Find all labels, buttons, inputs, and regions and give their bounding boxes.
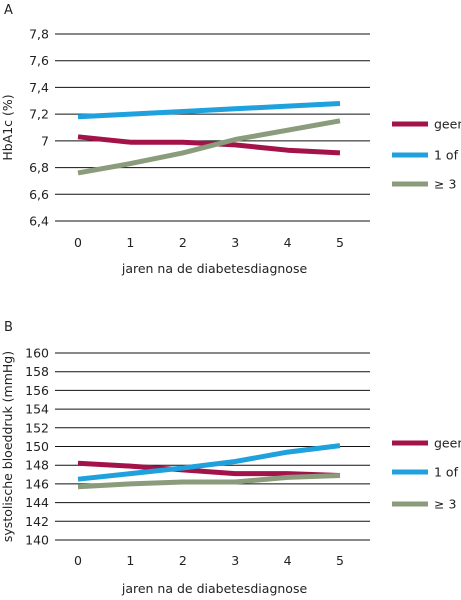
x-tick-label: 3 <box>231 235 239 250</box>
y-tick-label: 6,4 <box>29 214 49 229</box>
y-axis-label: systolische bloeddruk (mmHg) <box>0 351 15 542</box>
panel-label: A <box>4 3 13 18</box>
legend-label: 1 of 2 <box>434 148 461 163</box>
series-line-2 <box>77 101 341 120</box>
y-tick-label: 7,8 <box>29 27 49 42</box>
x-axis-label: jaren na de diabetesdiagnose <box>121 581 308 596</box>
series-line-2 <box>77 443 341 482</box>
y-tick-label: 156 <box>25 383 49 398</box>
x-tick-label: 0 <box>74 553 82 568</box>
series-line-3 <box>77 118 341 176</box>
y-axis-label: HbA1c (%) <box>0 94 15 160</box>
y-tick-label: 140 <box>25 533 49 548</box>
legend-label: geen <box>434 117 461 132</box>
y-tick-label: 142 <box>25 514 49 529</box>
y-tick-label: 146 <box>25 476 49 491</box>
y-tick-label: 7 <box>41 133 49 148</box>
y-tick-label: 154 <box>25 402 49 417</box>
series-line-1 <box>77 134 341 156</box>
series-line-1 <box>77 460 341 478</box>
y-tick-label: 160 <box>25 346 49 361</box>
series-line-3 <box>77 473 341 490</box>
legend-label: ≥ 3 <box>434 497 456 512</box>
x-axis-label: jaren na de diabetesdiagnose <box>121 261 308 276</box>
x-tick-label: 1 <box>126 553 134 568</box>
legend-label: geen <box>434 436 461 451</box>
y-tick-label: 6,6 <box>29 187 49 202</box>
y-tick-label: 144 <box>25 495 49 510</box>
y-tick-label: 7,6 <box>29 53 49 68</box>
panel-label: B <box>4 320 13 335</box>
x-tick-label: 1 <box>126 235 134 250</box>
x-tick-label: 5 <box>336 235 344 250</box>
y-tick-label: 6,8 <box>29 160 49 175</box>
x-tick-label: 3 <box>231 553 239 568</box>
x-tick-label: 2 <box>179 235 187 250</box>
chart-panel-A: A 6,4 6,6 6,8 7 7,2 7,4 7,6 7,8 0 1 2 3 4 5 jaren na de… <box>0 3 461 276</box>
x-tick-label: 4 <box>284 553 292 568</box>
chart-panel-B: B 140 142 144 146 148 150 152 154 156 158 160 0 1 2 3 4 5… <box>0 320 461 596</box>
legend-label: ≥ 3 <box>434 177 456 192</box>
y-tick-label: 7,4 <box>29 80 49 95</box>
x-tick-label: 2 <box>179 553 187 568</box>
x-tick-label: 4 <box>284 235 292 250</box>
y-tick-label: 158 <box>25 364 49 379</box>
y-tick-label: 148 <box>25 458 49 473</box>
y-tick-label: 7,2 <box>29 107 49 122</box>
legend-label: 1 of 2 <box>434 465 461 480</box>
y-tick-label: 150 <box>25 439 49 454</box>
y-tick-label: 152 <box>25 420 49 435</box>
x-tick-label: 0 <box>74 235 82 250</box>
x-tick-label: 5 <box>336 553 344 568</box>
